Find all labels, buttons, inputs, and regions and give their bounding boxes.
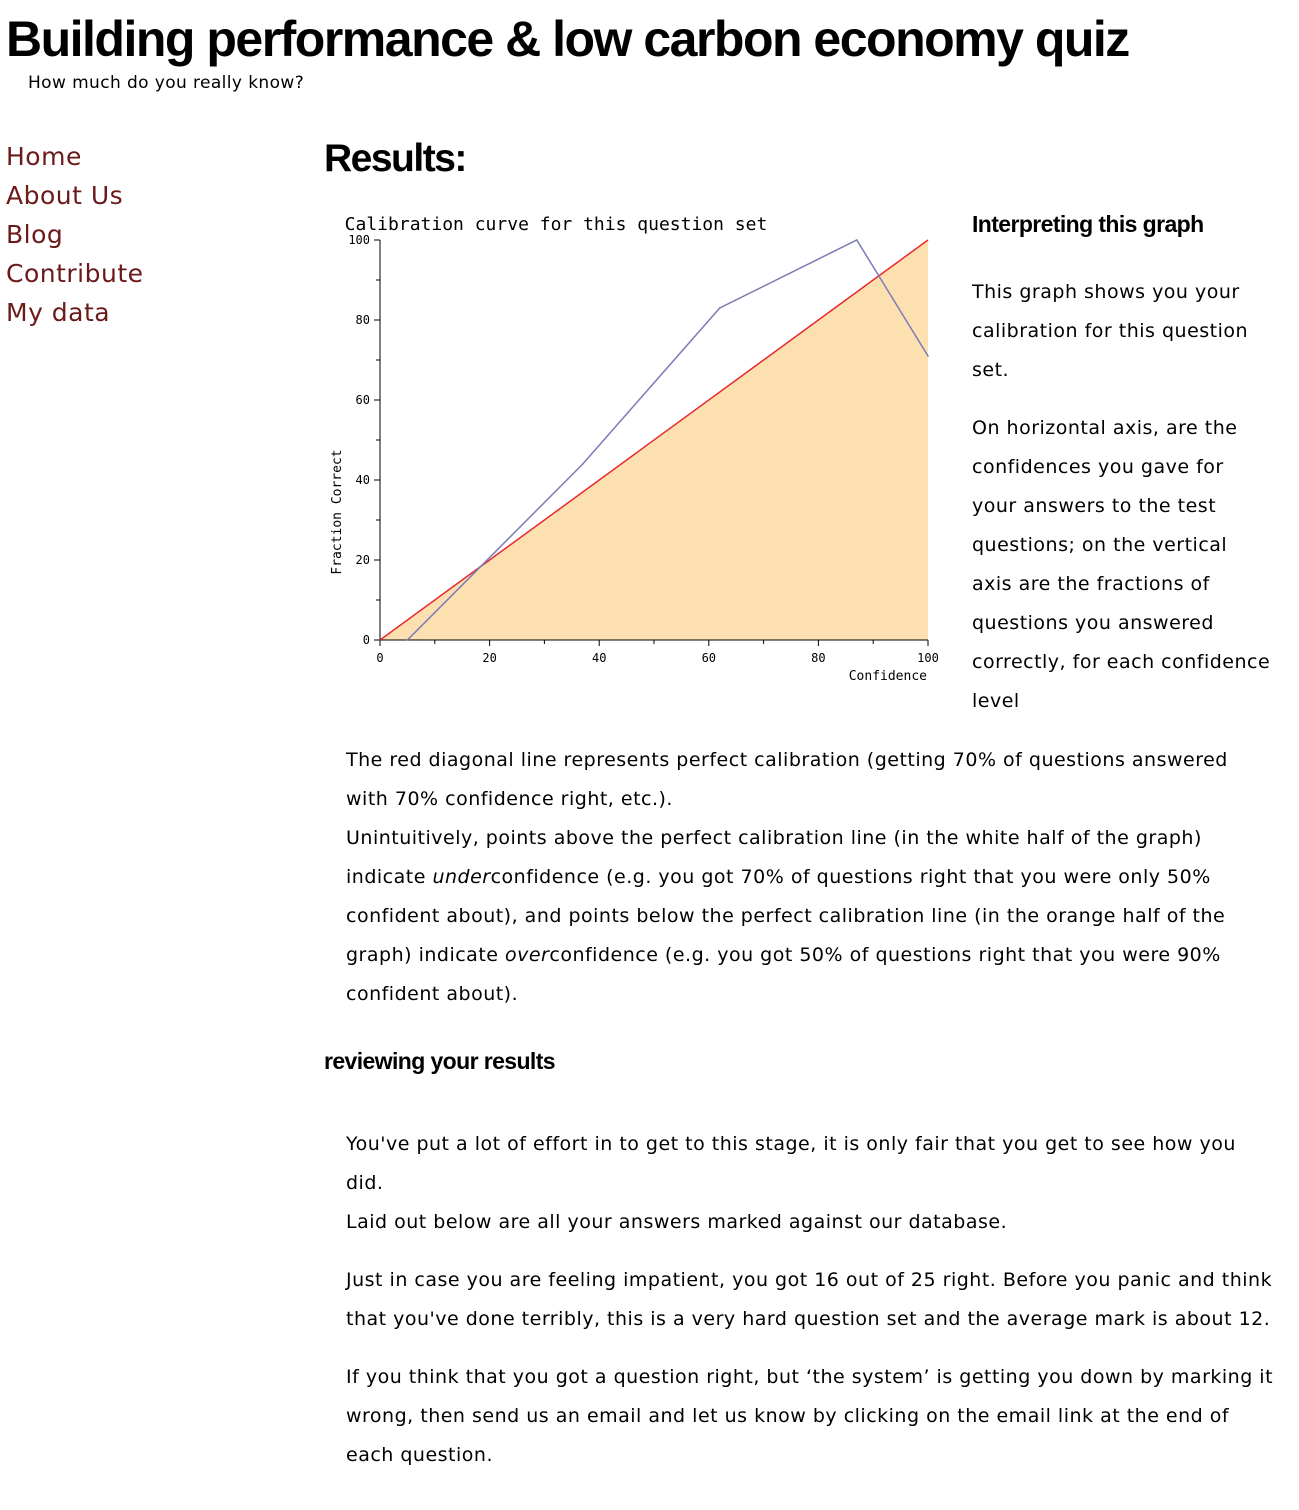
interpret-text-1: This graph shows you your calibration fo… <box>972 281 1249 381</box>
review-text-1a: You've put a lot of effort in to get to … <box>346 1133 1236 1194</box>
nav-item-my-data: My data <box>6 295 144 334</box>
interpret-panel: Interpreting this graph This graph shows… <box>972 209 1272 740</box>
nav-link-contribute[interactable]: Contribute <box>6 259 144 288</box>
review-heading: reviewing your results <box>324 1048 556 1074</box>
x-axis-label: Confidence <box>849 669 927 684</box>
nav-link-my-data[interactable]: My data <box>6 298 111 327</box>
perfect-calibration-line <box>379 239 929 641</box>
main-nav: Home About Us Blog Contribute My data <box>6 139 144 334</box>
review-paragraph-3: If you think that you got a question rig… <box>346 1366 1274 1466</box>
x-tick-label: 100 <box>917 651 939 665</box>
nav-item-blog: Blog <box>6 217 144 256</box>
y-axis-label: Fraction Correct <box>330 449 345 574</box>
y-tick-label: 100 <box>348 233 370 247</box>
review-paragraph-1: You've put a lot of effort in to get to … <box>346 1125 1276 1242</box>
y-tick-labels: 0 20 40 60 80 100 <box>348 233 370 647</box>
explanation-paragraph: The red diagonal line represents perfect… <box>346 741 1276 1014</box>
nav-link-blog[interactable]: Blog <box>6 220 64 249</box>
nav-item-home: Home <box>6 139 144 178</box>
review-section: reviewing your results You've put a lot … <box>324 1046 1284 1494</box>
y-tick-label: 0 <box>363 633 370 647</box>
site-tagline: How much do you really know? <box>28 73 305 93</box>
x-tick-label: 80 <box>811 651 825 665</box>
results-heading: Results: <box>324 137 467 180</box>
nav-item-contribute: Contribute <box>6 256 144 295</box>
explanation-line-1: The red diagonal line represents perfect… <box>346 749 1228 810</box>
interpret-text-2: On horizontal axis, are the confidences … <box>972 417 1271 712</box>
review-text-1b: Laid out below are all your answers mark… <box>346 1211 1008 1233</box>
main-content: Results: Calibration curve for this ques… <box>324 133 1273 1466</box>
over-emphasis: over <box>505 944 550 966</box>
site-title: Building performance & low carbon econom… <box>6 11 1130 67</box>
explanation-line-2a: Unintuitively, points above the perfect … <box>346 827 1202 888</box>
x-tick-label: 0 <box>376 651 383 665</box>
nav-link-home[interactable]: Home <box>6 142 82 171</box>
y-tick-label: 60 <box>356 393 370 407</box>
nav-item-about: About Us <box>6 178 144 217</box>
review-paragraph-2: Just in case you are feeling impatient, … <box>346 1269 1273 1330</box>
chart-axes <box>374 239 929 646</box>
x-tick-label: 60 <box>702 651 716 665</box>
calibration-explanation: The red diagonal line represents perfect… <box>346 741 1276 1033</box>
under-emphasis: under <box>432 866 491 888</box>
chart-title: Calibration curve for this question set <box>345 214 768 235</box>
x-tick-labels: 0 20 40 60 80 100 <box>376 651 938 665</box>
calibration-point <box>718 307 721 309</box>
calibration-point <box>855 239 858 241</box>
explanation-line-2b: confidence (e.g. you got 70% of question… <box>346 866 1226 966</box>
x-tick-label: 40 <box>592 651 606 665</box>
y-tick-label: 80 <box>356 313 370 327</box>
explanation-line-2c: confidence (e.g. you got 50% of question… <box>346 944 1221 1005</box>
calibration-point <box>406 639 409 641</box>
calibration-point <box>581 463 584 465</box>
y-tick-label: 20 <box>356 553 370 567</box>
calibration-chart: Calibration curve for this question set … <box>324 203 944 703</box>
calibration-chart-svg: Calibration curve for this question set … <box>330 214 939 684</box>
interpret-heading: Interpreting this graph <box>972 211 1204 237</box>
nav-link-about-us[interactable]: About Us <box>6 181 124 210</box>
y-tick-label: 40 <box>356 473 370 487</box>
calibration-points <box>406 239 929 641</box>
calibration-point <box>927 355 929 357</box>
x-tick-label: 20 <box>482 651 496 665</box>
